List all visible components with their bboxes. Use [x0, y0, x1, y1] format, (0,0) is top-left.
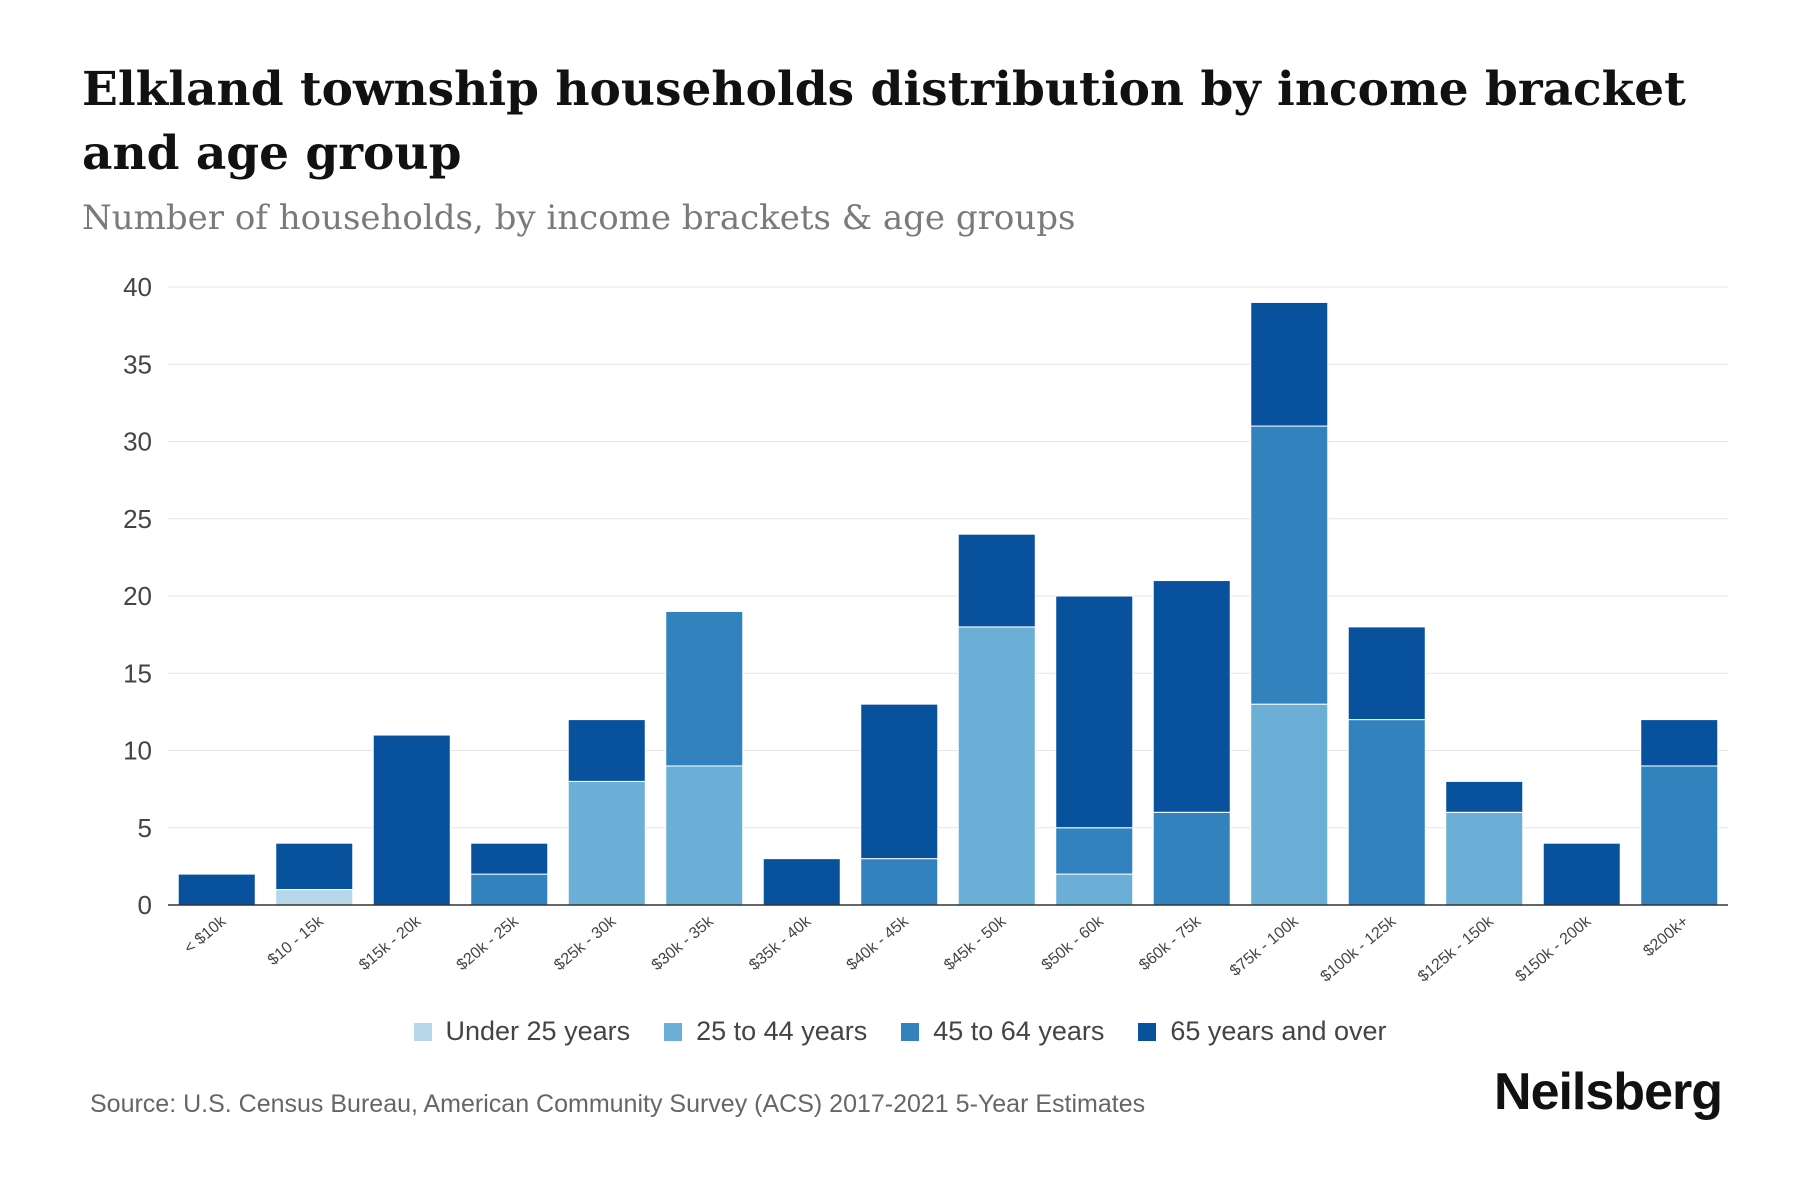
legend-label: 45 to 64 years	[933, 1016, 1105, 1046]
bar-segment	[1640, 765, 1719, 906]
x-tick-label: $50k - 60k	[1039, 912, 1108, 974]
x-tick-label: $30k - 35k	[649, 912, 718, 974]
bar-segment	[1347, 719, 1426, 906]
bar-segment	[665, 610, 744, 767]
bar-segment	[1250, 425, 1329, 705]
x-tick-label: $200k+	[1640, 913, 1691, 960]
bar-segment	[372, 734, 451, 906]
bar-segment	[1347, 626, 1426, 721]
bar-segment	[1152, 580, 1231, 813]
chart-legend: Under 25 years 25 to 44 years 45 to 64 yea…	[0, 1016, 1800, 1047]
bar-segment	[1445, 811, 1524, 906]
x-tick-label: $20k - 25k	[454, 912, 523, 974]
y-tick-label: 10	[123, 736, 152, 766]
legend-item: 65 years and over	[1138, 1016, 1387, 1047]
legend-swatch	[664, 1022, 683, 1041]
legend-item: Under 25 years	[413, 1016, 631, 1047]
x-tick-label: $60k - 75k	[1136, 912, 1205, 974]
bar-segment	[1250, 301, 1329, 427]
y-tick-label: 35	[123, 349, 152, 379]
y-tick-label: 20	[123, 581, 152, 611]
bar-segment	[1640, 719, 1719, 767]
bar-segment	[665, 765, 744, 906]
bar-segment	[1152, 811, 1231, 906]
bar-segment	[957, 533, 1036, 628]
legend-item: 45 to 64 years	[901, 1016, 1104, 1047]
source-note: Source: U.S. Census Bureau, American Com…	[90, 1090, 1146, 1118]
bars	[177, 301, 1719, 906]
bar-segment	[957, 626, 1036, 906]
chart-title: Elkland township households distribution…	[82, 62, 1686, 181]
x-tick-label: $75k - 100k	[1227, 912, 1303, 979]
x-tick-label: $45k - 50k	[941, 912, 1010, 974]
bar-segment	[1250, 703, 1329, 906]
bar-segment	[1055, 827, 1134, 875]
x-tick-label: < $10k	[181, 912, 230, 957]
bar-segment	[1055, 595, 1134, 829]
y-tick-label: 0	[138, 890, 152, 920]
bar-segment	[762, 858, 841, 906]
legend-label: 25 to 44 years	[696, 1016, 868, 1046]
bar-segment	[275, 842, 354, 891]
y-tick-label: 5	[138, 813, 152, 843]
bar-segment	[1055, 873, 1134, 906]
x-tick-label: $125k - 150k	[1415, 912, 1498, 985]
x-tick-label: $100k - 125k	[1318, 912, 1401, 985]
bar-segment	[177, 873, 256, 906]
brand-logo: Neilsberg	[1494, 1063, 1723, 1121]
x-tick-label: $15k - 20k	[356, 912, 425, 974]
y-tick-label: 25	[123, 504, 152, 534]
bar-segment	[470, 873, 549, 906]
legend-item: 25 to 44 years	[664, 1016, 867, 1047]
y-tick-label: 40	[123, 272, 152, 302]
x-tick-label: $35k - 40k	[746, 912, 815, 974]
bar-segment	[470, 842, 549, 875]
legend-swatch	[1138, 1022, 1157, 1041]
legend-swatch	[901, 1022, 920, 1041]
bar-segment	[1542, 842, 1621, 906]
bar-segment	[860, 703, 939, 860]
y-tick-label: 15	[123, 658, 152, 688]
bar-segment	[567, 780, 646, 906]
x-tick-label: $25k - 30k	[551, 912, 620, 974]
bar-segment	[567, 719, 646, 782]
legend-swatch	[413, 1022, 432, 1041]
chart-subtitle: Number of households, by income brackets…	[82, 198, 1076, 238]
bar-segment	[275, 889, 354, 906]
legend-label: Under 25 years	[445, 1016, 631, 1046]
x-tick-label: $150k - 200k	[1513, 912, 1596, 985]
x-tick-label: $40k - 45k	[844, 912, 913, 974]
bar-segment	[1445, 780, 1524, 813]
stacked-bar-chart: 0 5 10 15 20 25 30 35 40 < $10k $10 - 15k $15k - 20…	[123, 272, 1728, 986]
legend-label: 65 years and over	[1170, 1016, 1387, 1046]
x-tick-label: $10 - 15k	[265, 912, 328, 969]
y-tick-label: 30	[123, 427, 152, 457]
bar-segment	[860, 858, 939, 906]
